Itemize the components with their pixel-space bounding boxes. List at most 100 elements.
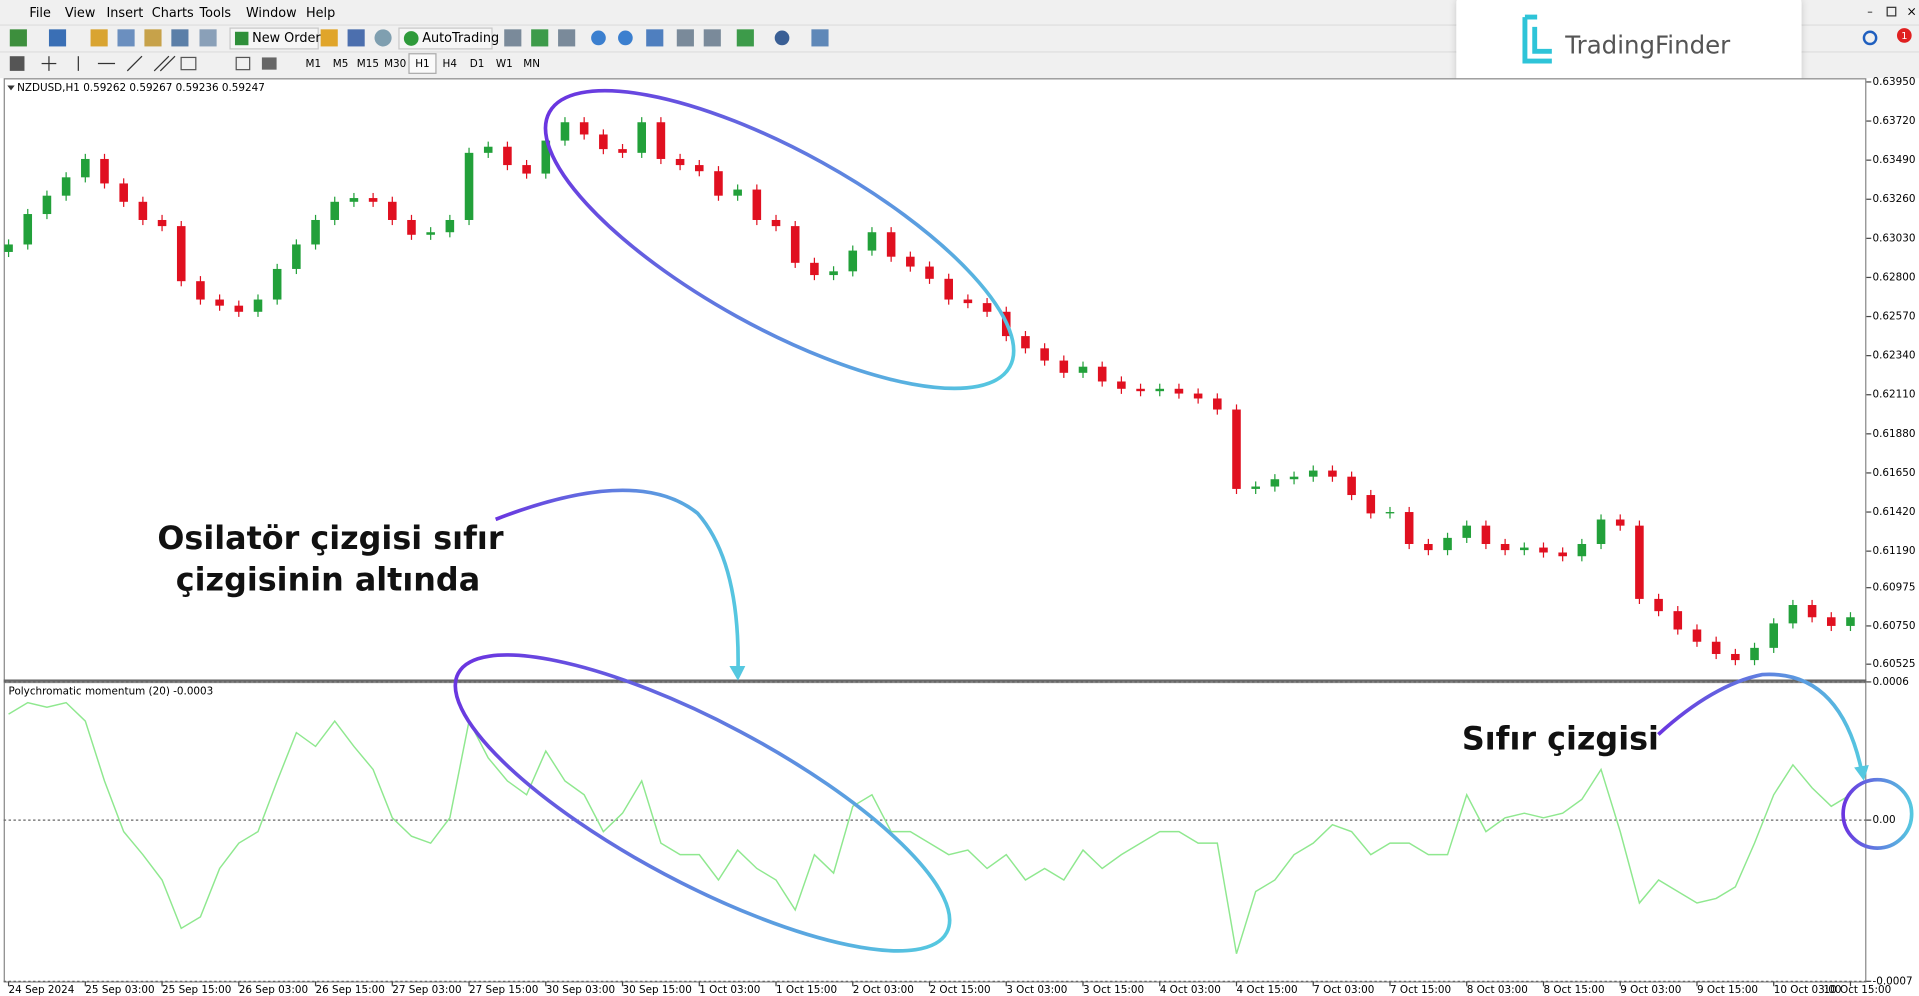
candle-body bbox=[23, 214, 33, 245]
timeframe-button[interactable]: M5 bbox=[333, 58, 349, 70]
x-tick-label: 26 Sep 03:00 bbox=[239, 984, 308, 996]
y-tick-label: 0.0006 bbox=[1872, 676, 1908, 688]
icon[interactable] bbox=[320, 29, 338, 47]
icon[interactable] bbox=[531, 29, 549, 47]
icon[interactable] bbox=[736, 29, 754, 47]
new-order-label: New Order bbox=[252, 31, 321, 46]
window-restore[interactable] bbox=[1886, 6, 1897, 17]
timeframe-button[interactable]: W1 bbox=[496, 58, 513, 70]
icon[interactable] bbox=[676, 29, 694, 47]
icon[interactable] bbox=[199, 29, 217, 47]
candle-body bbox=[445, 219, 455, 233]
candle-body bbox=[1750, 647, 1759, 661]
annotation-arrow bbox=[494, 488, 740, 673]
channel-tool[interactable] bbox=[159, 55, 176, 72]
oscillator-panel bbox=[3, 681, 1867, 983]
candle-body bbox=[426, 232, 435, 235]
brand-logo bbox=[1522, 14, 1552, 64]
candle-body bbox=[771, 219, 781, 227]
timeframe-button[interactable]: D1 bbox=[470, 58, 485, 70]
candle-body bbox=[1577, 543, 1587, 557]
candle-body bbox=[1481, 525, 1491, 544]
x-tick-label: 25 Sep 15:00 bbox=[162, 984, 231, 996]
x-tick-label: 7 Oct 03:00 bbox=[1313, 984, 1374, 996]
brand-name: TradingFinder bbox=[1564, 30, 1731, 59]
menu-item[interactable]: Charts bbox=[152, 6, 194, 21]
candle-body bbox=[1443, 537, 1452, 551]
candle-body bbox=[886, 232, 896, 257]
menu-item[interactable]: Tools bbox=[198, 6, 231, 21]
candle-body bbox=[656, 122, 666, 159]
auto-trading-button[interactable] bbox=[398, 27, 493, 50]
timeframe-button[interactable]: M30 bbox=[384, 58, 406, 70]
menu-item[interactable]: Insert bbox=[106, 6, 143, 21]
highlight-ellipse bbox=[453, 653, 952, 953]
candle-body bbox=[138, 201, 148, 220]
candle-body bbox=[1404, 512, 1414, 544]
timeframe-button[interactable]: H1 bbox=[415, 58, 429, 70]
candle-body bbox=[1232, 409, 1241, 489]
candle-body bbox=[176, 226, 186, 282]
y-tick-label: 0.63260 bbox=[1872, 193, 1915, 205]
arrow-tool[interactable] bbox=[261, 57, 277, 70]
y-tick-label: 0.62110 bbox=[1872, 389, 1915, 401]
trendline-tool[interactable] bbox=[126, 55, 143, 72]
candle-body bbox=[1270, 479, 1280, 487]
label-tool[interactable] bbox=[235, 56, 251, 71]
icon[interactable] bbox=[504, 29, 522, 47]
icon[interactable] bbox=[171, 29, 189, 47]
icon[interactable] bbox=[144, 29, 162, 47]
menu-item[interactable]: Help bbox=[306, 6, 335, 21]
icon[interactable] bbox=[591, 30, 606, 46]
icon[interactable] bbox=[9, 29, 27, 47]
candle-body bbox=[790, 226, 800, 263]
y-tick-label: 0.60975 bbox=[1872, 582, 1915, 594]
icon[interactable] bbox=[646, 29, 664, 47]
x-tick-label: 1 Oct 03:00 bbox=[699, 984, 760, 996]
menu-item[interactable]: View bbox=[65, 6, 95, 21]
search-icon[interactable] bbox=[1862, 30, 1878, 46]
candle-body bbox=[1021, 336, 1030, 349]
icon[interactable] bbox=[811, 29, 829, 47]
icon[interactable] bbox=[374, 29, 392, 47]
y-tick-label: 0.60750 bbox=[1872, 620, 1915, 632]
icon[interactable] bbox=[774, 30, 790, 46]
menu-item[interactable]: File bbox=[29, 6, 51, 21]
highlight-ellipse bbox=[543, 88, 1016, 391]
candle-body bbox=[637, 122, 647, 153]
candle-body bbox=[100, 158, 109, 184]
window-minimize[interactable]: – bbox=[1867, 5, 1873, 18]
timeframe-button[interactable]: H4 bbox=[443, 58, 458, 70]
icon[interactable] bbox=[48, 29, 67, 47]
candle-body bbox=[1174, 388, 1184, 394]
timeframe-button[interactable]: M15 bbox=[357, 58, 379, 70]
fibo-tool[interactable] bbox=[180, 56, 197, 71]
icon[interactable] bbox=[558, 29, 576, 47]
candle-body bbox=[714, 171, 723, 196]
y-tick-label: 0.60525 bbox=[1872, 658, 1915, 670]
candle-body bbox=[1539, 547, 1548, 553]
timeframe-button[interactable]: M1 bbox=[306, 58, 322, 70]
candle-body bbox=[694, 165, 704, 172]
icon[interactable] bbox=[90, 29, 108, 47]
icon[interactable] bbox=[618, 30, 633, 46]
notification-badge[interactable] bbox=[1896, 28, 1912, 43]
icon[interactable] bbox=[703, 29, 721, 47]
x-tick-label: 25 Sep 03:00 bbox=[85, 984, 154, 996]
oscillator-line bbox=[8, 701, 1851, 954]
timeframe-button[interactable]: MN bbox=[523, 58, 540, 70]
candle-body bbox=[464, 152, 474, 220]
window-close[interactable]: × bbox=[1907, 5, 1917, 19]
new-order-button[interactable] bbox=[229, 27, 319, 50]
icon[interactable] bbox=[117, 29, 135, 47]
icon[interactable] bbox=[347, 29, 365, 47]
candle-body bbox=[1654, 598, 1663, 612]
menu-item[interactable]: Window bbox=[246, 6, 297, 21]
cursor-tool[interactable] bbox=[9, 56, 25, 71]
candle-body bbox=[522, 165, 531, 174]
candle-body bbox=[541, 140, 551, 174]
candle-body bbox=[330, 201, 340, 220]
channel-tool[interactable] bbox=[153, 55, 170, 72]
candle-body bbox=[1520, 547, 1529, 551]
